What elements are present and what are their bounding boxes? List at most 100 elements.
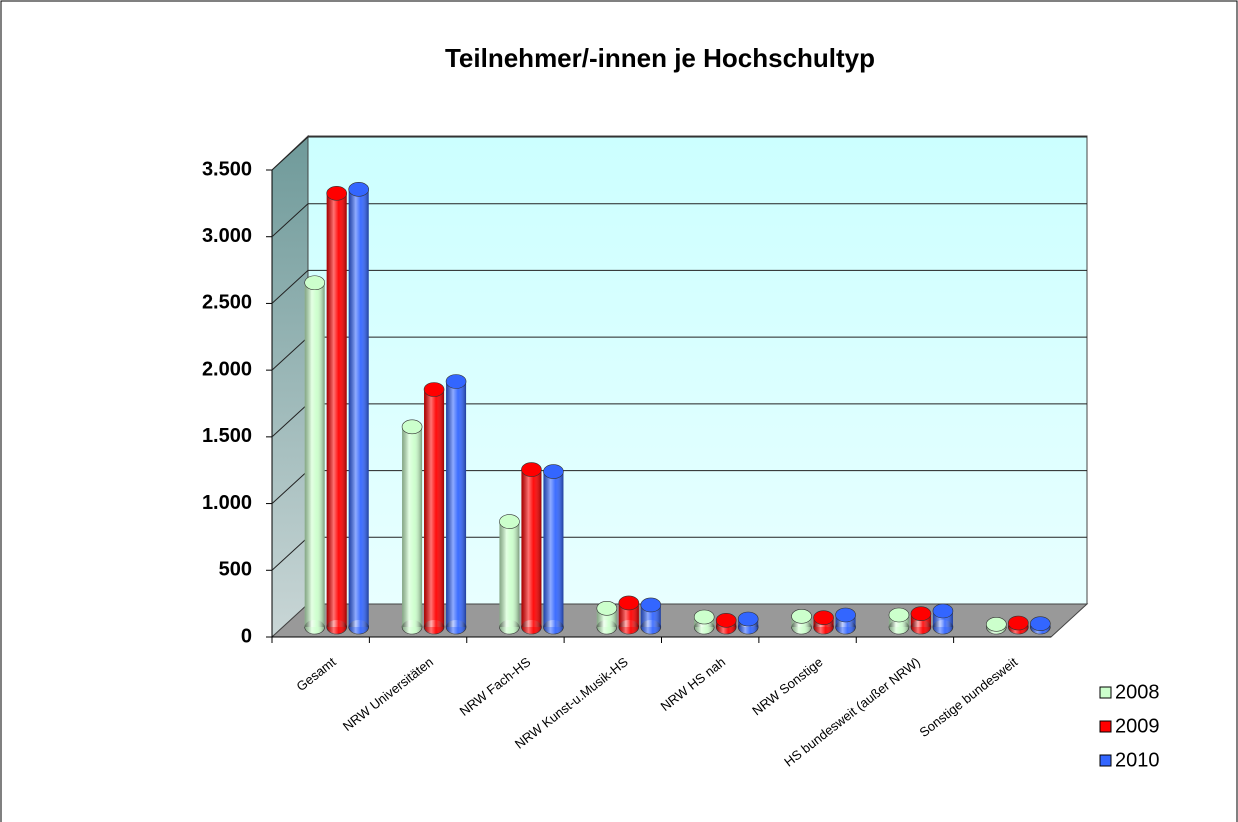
bar [326,186,347,635]
y-tick-label: 2.500 [202,292,252,314]
bar-bottom-shade [888,620,909,634]
bar-bottom-shade [499,620,520,634]
y-tick-label: 500 [219,559,252,581]
bar-bottom-shade [521,620,542,634]
bar-shade [326,193,347,627]
bar-shade [521,469,542,627]
bar-top [813,610,834,625]
grid-line [271,136,309,171]
bar [1030,616,1051,635]
bar-shade [424,389,445,627]
bar [835,607,856,635]
bar [737,611,759,635]
bar-top [348,182,369,197]
bar-top [791,609,812,624]
grid-line [271,203,309,238]
grid-line [271,270,309,304]
y-tick-label: 3.000 [202,225,252,247]
floor [270,603,1089,638]
grid-line [271,336,309,371]
bar-top [835,607,856,623]
bar-top [423,382,445,397]
bar-top [445,374,467,389]
y-tick-label: 0 [241,625,252,647]
bar [543,464,564,635]
bar-shade [304,282,325,627]
legend-label: 2009 [1115,715,1160,737]
bar-shade [446,381,467,627]
y-tick-label: 2.000 [202,358,252,380]
bar-bottom-shade [304,620,325,634]
bar-bottom-shade [791,620,812,634]
bar-shade [402,426,423,627]
bar-top [543,464,564,479]
legend-label: 2010 [1115,749,1160,771]
bar-bottom-shade [446,620,467,634]
bar-bottom-shade [326,620,347,634]
bar [348,182,369,635]
grid-line [271,470,309,504]
side-wall [271,134,309,639]
bar-top [596,601,618,616]
bar-shade [499,521,520,627]
grid-line [271,536,309,571]
bar-top [1030,616,1051,631]
bar-top [618,595,640,611]
bar-top [1008,615,1029,631]
bar-shade [348,189,369,627]
bar-bottom-shade [835,620,856,634]
bar [445,374,467,635]
bar [715,613,737,635]
bar-top [640,597,662,613]
bar-top [715,613,737,628]
bar-bottom-shade [402,620,423,634]
bar [1008,615,1029,635]
bar [791,609,812,635]
chart-title: Teilnehmer/-innen je Hochschultyp [445,43,875,73]
bar [304,275,325,635]
bar [910,606,932,635]
bar [932,603,954,635]
bar-bottom-shade [910,620,931,634]
bar [596,601,618,635]
bar-bottom-shade [932,620,953,634]
y-tick-label: 1.500 [202,425,252,447]
bar-top [499,514,520,529]
bar-bottom-shade [618,620,639,634]
bar-top [888,607,910,623]
y-tick-label: 1.000 [202,492,252,514]
bar-bottom-shade [596,620,617,634]
bar [401,419,423,635]
bar-top [521,462,542,477]
bar-top [326,186,347,201]
bar-shade [543,471,564,627]
bar-bottom-shade [694,620,715,634]
bar-top [986,617,1007,632]
legend-label: 2008 [1115,681,1160,703]
bar-top [737,611,759,627]
bar-bottom-shade [640,620,661,634]
bar-top [693,609,715,625]
bar [499,514,520,635]
y-tick-label: 3.500 [202,158,252,180]
bar-top [401,419,423,435]
bar [423,382,445,635]
bar-top [304,275,325,291]
legend-swatch [1099,754,1112,767]
legend-swatch [1099,686,1112,699]
bar [986,617,1007,635]
bar [813,610,834,635]
bar-bottom-shade [543,620,564,634]
grid-line [271,403,309,438]
bar [888,607,910,635]
bar-top [932,603,954,619]
legend-swatch [1099,720,1112,733]
bar [640,597,662,635]
bar-bottom-shade [424,620,445,634]
bar [521,462,542,635]
bar [693,609,715,635]
bar-top [910,606,932,621]
bar-bottom-shade [348,620,369,634]
bar [618,595,640,635]
